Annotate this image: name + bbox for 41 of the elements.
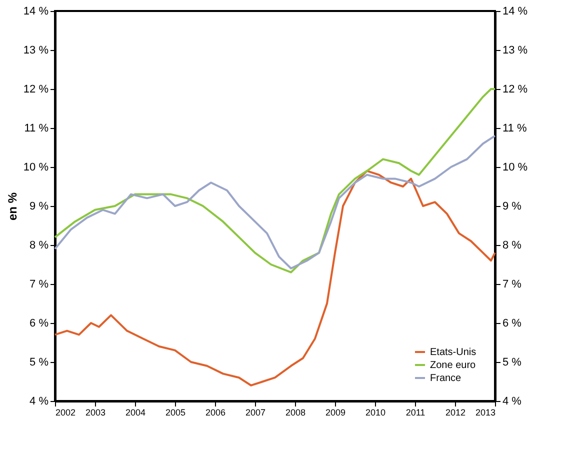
x-tick-label: 2006	[205, 408, 226, 418]
y-tick-label: 6 %	[30, 318, 49, 330]
y-tick-label: 14 %	[23, 6, 49, 18]
y-tick-label: 9 %	[30, 200, 49, 212]
y-tick-label: 12 %	[23, 84, 49, 96]
x-tick-label: 2005	[165, 408, 186, 418]
y-tick-label: 13 %	[23, 44, 49, 56]
y-axis-title: en %	[5, 192, 20, 221]
legend-label: France	[430, 373, 462, 384]
x-tick-label: 2012	[445, 408, 466, 418]
y-tick-label: 5 %	[30, 356, 49, 368]
y2-tick-label: 10 %	[502, 162, 528, 174]
x-tick-label: 2010	[365, 408, 386, 418]
y2-tick-label: 7 %	[502, 278, 522, 290]
y-tick-label: 8 %	[30, 240, 49, 252]
x-tick-label: 2011	[406, 408, 426, 418]
y2-tick-label: 6 %	[502, 318, 522, 330]
legend-label: Zone euro	[430, 360, 476, 371]
x-tick-label: 2007	[245, 408, 266, 418]
line-series	[54, 170, 496, 386]
y2-tick-label: 5 %	[502, 356, 522, 368]
y-tick-label: 4 %	[30, 396, 49, 408]
x-tick-label: 2013	[475, 408, 496, 418]
y2-tick-label: 8 %	[502, 240, 522, 252]
x-tick-label: 2002	[56, 408, 76, 418]
y-tick-label: 7 %	[30, 278, 49, 290]
x-tick-label: 2004	[125, 408, 146, 418]
x-tick-label: 2008	[285, 408, 306, 418]
y2-tick-label: 13 %	[502, 44, 528, 56]
y2-tick-label: 12 %	[502, 84, 528, 96]
line-series	[54, 134, 496, 270]
y2-tick-label: 9 %	[502, 200, 522, 212]
line-series	[54, 88, 496, 274]
y2-tick-label: 11 %	[502, 122, 527, 134]
legend-label: Etats-Unis	[430, 347, 476, 358]
x-tick-label: 2003	[85, 408, 106, 418]
y2-tick-label: 4 %	[502, 396, 522, 408]
x-tick-label: 2009	[325, 408, 346, 418]
y-tick-label: 10 %	[23, 162, 49, 174]
y-tick-label: 11 %	[24, 122, 49, 134]
y2-tick-label: 14 %	[502, 6, 528, 18]
